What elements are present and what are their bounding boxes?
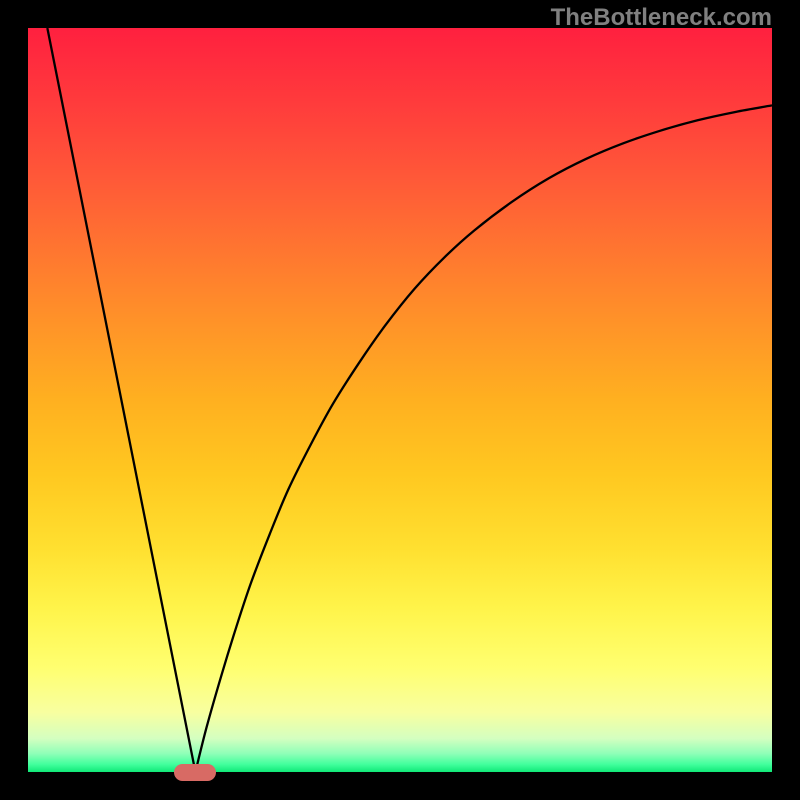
optimal-point-indicator: [174, 764, 216, 781]
chart-container: TheBottleneck.com: [0, 0, 800, 800]
bottleneck-curve-plot: [28, 28, 772, 772]
watermark-text: TheBottleneck.com: [551, 4, 772, 32]
